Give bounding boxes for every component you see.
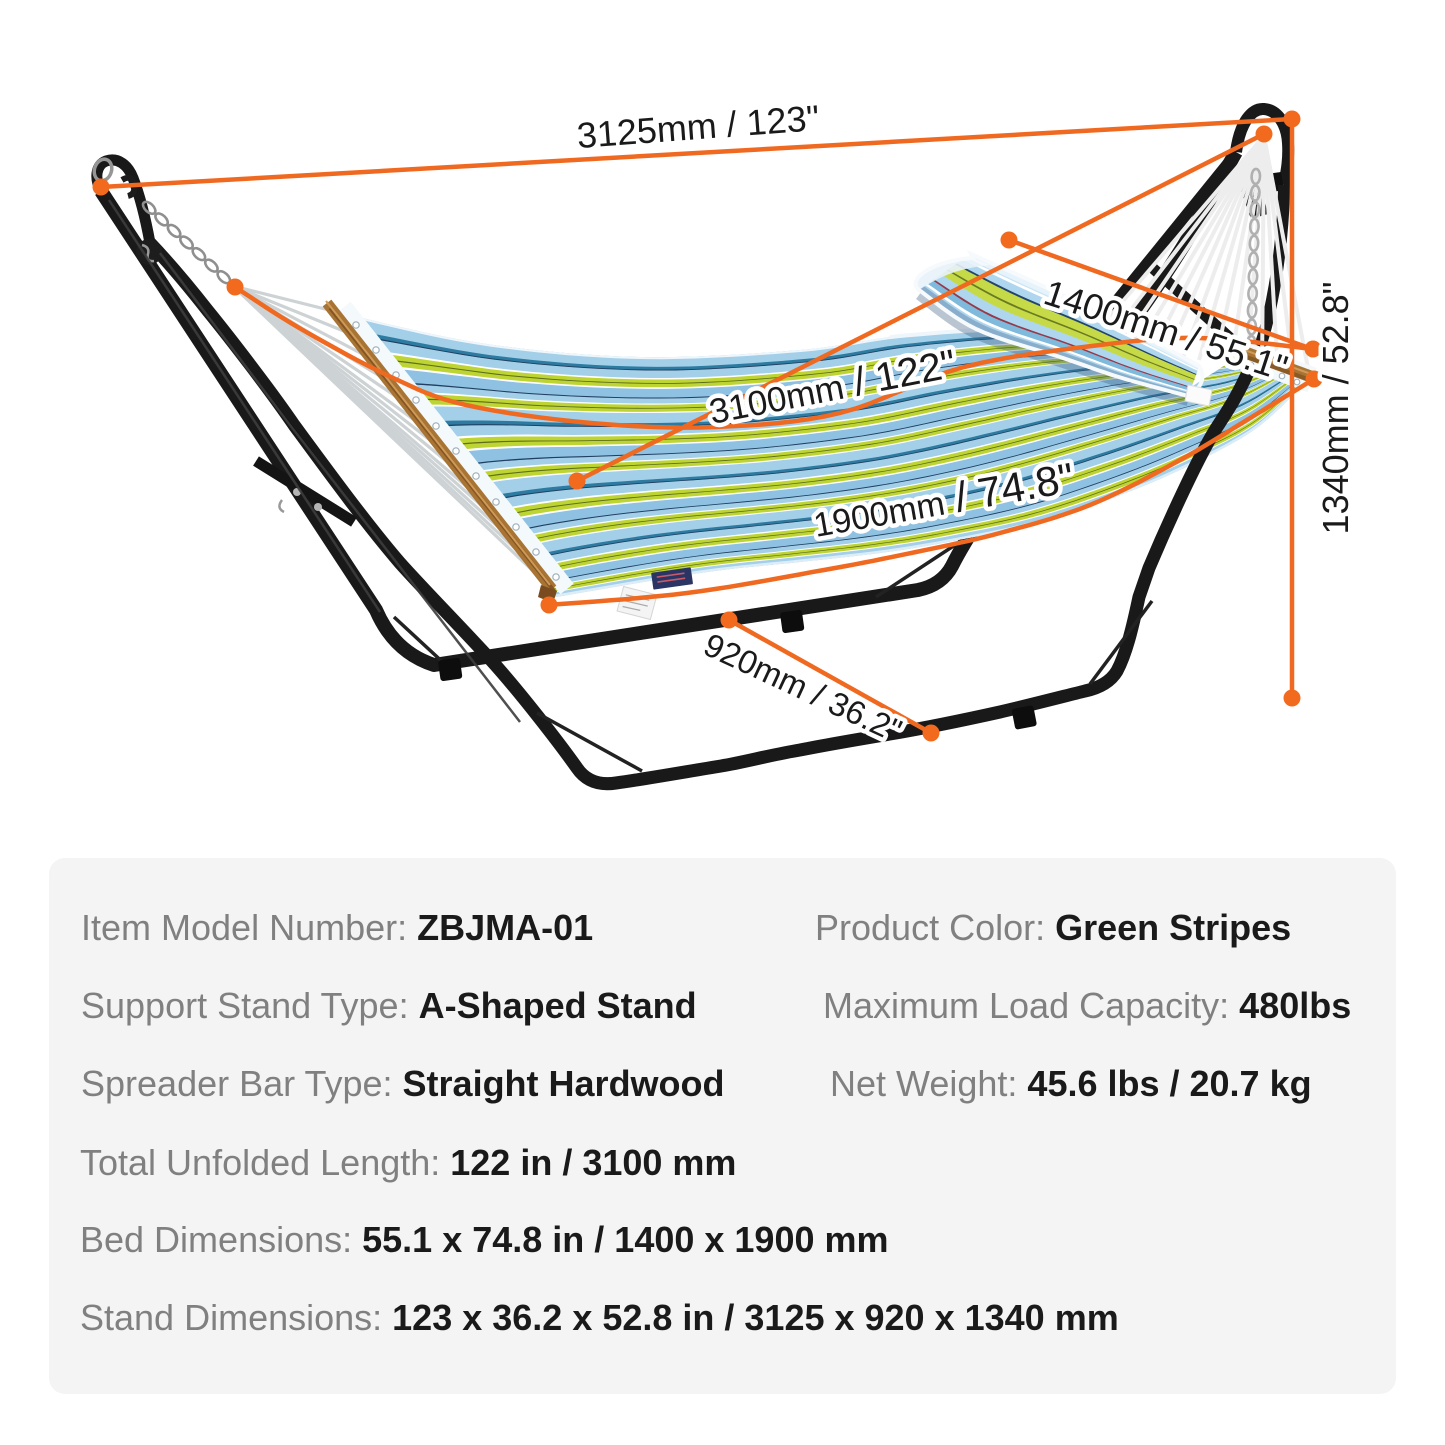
svg-text:Spreader Bar Type: Straight Ha: Spreader Bar Type: Straight Hardwood <box>81 1063 725 1104</box>
svg-text:Maximum Load Capacity: 480lbs: Maximum Load Capacity: 480lbs <box>823 985 1351 1026</box>
svg-text:Support Stand Type: A-Shaped S: Support Stand Type: A-Shaped Stand <box>81 985 697 1026</box>
svg-text:Net Weight: 45.6 lbs / 20.7 kg: Net Weight: 45.6 lbs / 20.7 kg <box>830 1063 1312 1104</box>
svg-text:Item Model Number: ZBJMA-01: Item Model Number: ZBJMA-01 <box>81 907 593 948</box>
svg-text:Product Color: Green Stripes: Product Color: Green Stripes <box>815 907 1291 948</box>
svg-text:Bed Dimensions: 55.1 x 74.8 in: Bed Dimensions: 55.1 x 74.8 in / 1400 x … <box>80 1219 889 1260</box>
svg-text:Stand Dimensions: 123 x 36.2 x: Stand Dimensions: 123 x 36.2 x 52.8 in /… <box>80 1297 1119 1338</box>
svg-text:Total Unfolded Length: 122 in: Total Unfolded Length: 122 in / 3100 mm <box>80 1142 736 1183</box>
svg-text:1340mm / 52.8": 1340mm / 52.8" <box>1315 282 1356 535</box>
